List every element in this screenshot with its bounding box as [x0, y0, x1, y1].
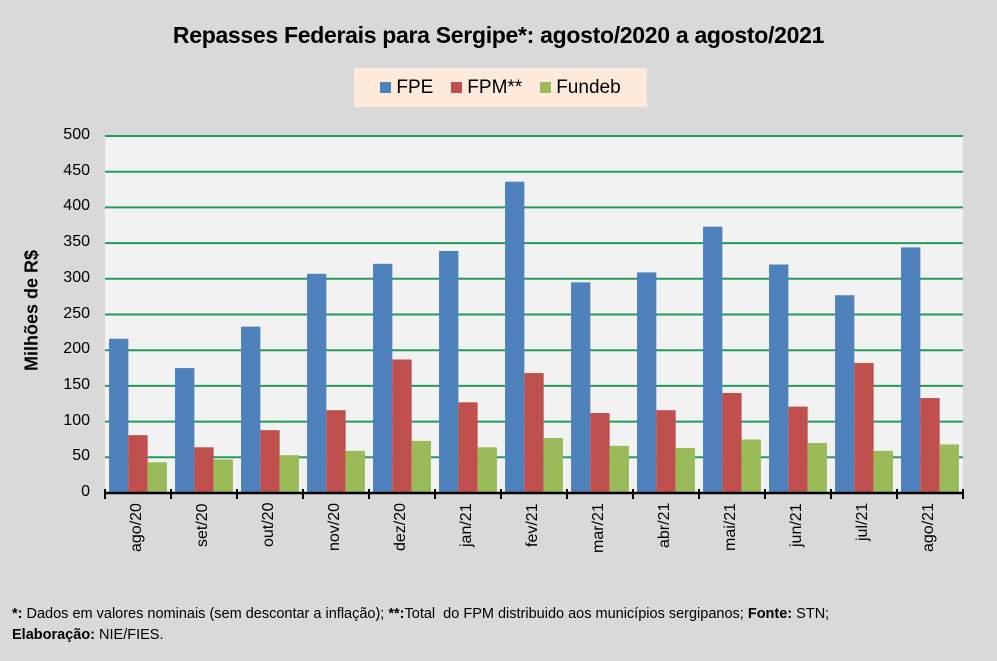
bar-fpm-ago-20 [128, 435, 148, 493]
bar-fpm-mar-21 [590, 413, 610, 493]
y-tick-label: 100 [63, 411, 90, 429]
bar-fundeb-mar-21 [609, 445, 629, 493]
bar-fundeb-jan-21 [477, 447, 497, 493]
bar-fpe-abr-21 [637, 272, 657, 493]
bar-fpm-nov-20 [326, 410, 346, 493]
footnote-line-1: *: Dados em valores nominais (sem descon… [12, 604, 829, 625]
bar-fpe-ago-21 [901, 247, 921, 493]
bar-fpe-set-20 [175, 368, 195, 493]
bar-fpm-mai-21 [722, 393, 742, 493]
bar-fundeb-nov-20 [345, 450, 365, 493]
bar-fpm-abr-21 [656, 410, 676, 493]
footnote-key: *: [12, 606, 23, 622]
footnote: *: Dados em valores nominais (sem descon… [12, 604, 829, 646]
bar-fundeb-set-20 [213, 459, 233, 493]
footnote-text: Dados em valores nominais (sem descontar… [22, 606, 389, 622]
y-tick-label: 500 [63, 126, 90, 143]
bar-fpe-mar-21 [571, 282, 591, 493]
bar-fundeb-fev-21 [543, 438, 563, 493]
y-tick-label: 400 [63, 197, 90, 215]
y-tick-label: 450 [63, 161, 90, 179]
bar-fundeb-ago-20 [147, 462, 167, 493]
bar-fpm-jan-21 [458, 402, 478, 493]
y-tick-label: 150 [63, 375, 90, 393]
footnote-text: Total do FPM distribuido aos municípios … [404, 606, 748, 622]
bar-fpe-out-20 [241, 326, 261, 493]
legend-item-fundeb: Fundeb [540, 76, 621, 99]
bar-fundeb-dez-20 [411, 440, 431, 493]
y-tick-label: 300 [63, 268, 90, 286]
footnote-key: Elaboração: [12, 627, 95, 643]
legend-label-fpe: FPE [396, 76, 434, 98]
bar-fpe-ago-20 [109, 338, 129, 493]
legend-swatch-fpe [380, 82, 392, 93]
footnote-text: NIE/FIES. [95, 627, 164, 643]
bar-fpe-jul-21 [835, 295, 855, 493]
bar-fpm-jun-21 [788, 406, 808, 493]
legend-label-fpm: FPM** [467, 76, 523, 98]
bar-fpm-fev-21 [524, 373, 544, 493]
bar-fpe-jun-21 [769, 264, 789, 493]
bar-fundeb-abr-21 [675, 448, 695, 493]
bar-fpe-nov-20 [307, 273, 327, 493]
bar-fundeb-jul-21 [873, 450, 893, 493]
legend-swatch-fundeb [540, 82, 552, 93]
legend-item-fpm: FPM** [451, 77, 522, 99]
y-tick-label: 350 [63, 233, 90, 251]
y-tick-label: 0 [81, 483, 90, 500]
bar-fpe-fev-21 [505, 181, 525, 494]
footnote-key: **: [388, 606, 405, 622]
bar-fpm-dez-20 [392, 359, 412, 493]
bar-fpe-jan-21 [439, 250, 459, 493]
y-tick-label: 200 [63, 340, 90, 358]
footnote-key: Fonte: [747, 606, 793, 622]
footnote-line-2: Elaboração: NIE/FIES. [12, 625, 829, 646]
bar-fpe-dez-20 [373, 263, 393, 493]
legend-item-fpe: FPE [380, 77, 433, 99]
bar-fundeb-out-20 [279, 455, 299, 493]
legend-swatch-fpm [451, 82, 463, 93]
bar-fpe-mai-21 [703, 226, 723, 494]
bar-fpm-set-20 [194, 447, 214, 493]
y-tick-label: 50 [72, 447, 90, 465]
bar-fpm-out-20 [260, 430, 280, 493]
bar-fpm-jul-21 [854, 363, 874, 493]
chart-title: Repasses Federais para Sergipe*: agosto/… [172, 22, 825, 48]
bar-fundeb-jun-21 [807, 443, 827, 493]
legend: FPE FPM** Fundeb [354, 68, 647, 107]
footnote-text: STN; [792, 606, 830, 622]
y-tick-label: 250 [63, 304, 90, 322]
bar-fpm-ago-21 [920, 398, 940, 493]
legend-label-fundeb: Fundeb [556, 76, 621, 98]
bar-fundeb-mai-21 [741, 439, 761, 493]
bar-fundeb-ago-21 [939, 444, 959, 493]
